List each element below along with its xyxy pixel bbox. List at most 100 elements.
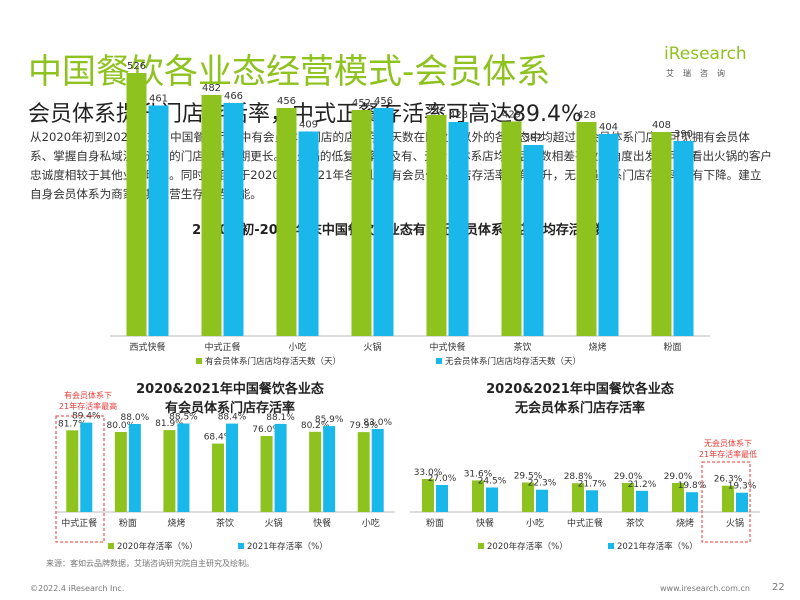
chart2-bar-a — [260, 436, 273, 512]
chart1-category-label: 中式快餐 — [429, 341, 465, 353]
chart2-legend-swatch — [108, 543, 114, 549]
chart3-data-label: 22.3% — [528, 479, 557, 489]
chart1-data-label: 428 — [449, 110, 468, 121]
chart1-bar-b — [523, 145, 544, 336]
page-subtitle: 会员体系提升门店存活率，中式正餐存活率可高达89.4% — [28, 102, 582, 127]
chart1-bar-b — [598, 134, 619, 336]
chart2-data-label: 88.4% — [218, 413, 247, 423]
chart2-data-label: 80.2% — [301, 421, 330, 431]
logo-sub: 艾瑞咨询 — [666, 69, 734, 78]
logo-brand: iResearch — [664, 44, 747, 64]
chart3-highlight-box — [701, 461, 751, 543]
chart3-data-label: 27.0% — [428, 474, 457, 484]
chart3-bar-b — [436, 485, 448, 512]
chart1-bar-b — [373, 108, 394, 336]
chart1-data-label: 456 — [374, 96, 393, 107]
chart1-category-label: 火锅 — [363, 342, 381, 353]
chart3-title-line2: 无会员体系门店存活率 — [514, 401, 645, 416]
chart2-bar-b — [177, 423, 190, 512]
chart1-data-label: 466 — [224, 91, 243, 102]
chart3-category-label: 烧烤 — [676, 517, 694, 529]
chart3-bar-a — [472, 480, 484, 512]
chart1-bar-a — [351, 110, 372, 336]
chart1-legend-swatch — [436, 358, 442, 364]
chart1-data-label: 390 — [674, 129, 693, 140]
chart2-bar-b — [274, 423, 287, 512]
chart1-category-label: 茶饮 — [513, 341, 531, 353]
chart1-bar-b — [673, 141, 694, 336]
chart3-data-label: 29.5% — [514, 472, 543, 482]
chart3-data-label: 19.3% — [728, 482, 757, 492]
chart3-bar-a — [672, 483, 684, 512]
chart2-data-label: 81.9% — [155, 419, 184, 429]
chart3-bar-b — [536, 489, 548, 512]
chart2-category-label: 小吃 — [362, 517, 380, 529]
chart2-data-label: 89.4% — [72, 412, 101, 422]
chart3-legend-label: 2020年存活率（%） — [487, 541, 568, 552]
page-number: 22 — [772, 582, 785, 593]
chart1-category-label: 烧烤 — [588, 341, 606, 353]
chart2-category-label: 快餐 — [313, 517, 331, 529]
chart2-data-label: 83.0% — [363, 418, 392, 428]
chart1-category-label: 小吃 — [288, 341, 306, 353]
chart1-data-label: 404 — [599, 122, 618, 133]
chart2-bar-a — [114, 432, 127, 512]
chart3-title-line1: 2020&2021年中国餐饮各业态 — [486, 382, 674, 397]
chart2-bar-b — [80, 422, 93, 512]
chart3-data-label: 19.8% — [678, 481, 707, 491]
chart3-data-label: 29.0% — [614, 472, 643, 482]
chart1-data-label: 409 — [299, 120, 318, 131]
chart3-data-label: 26.3% — [714, 475, 743, 485]
chart2-data-label: 88.5% — [169, 413, 198, 423]
chart1-bar-b — [298, 131, 319, 336]
chart3-category-label: 茶饮 — [626, 517, 644, 529]
chart3-callout-line1: 无会员体系下 — [704, 439, 752, 448]
chart3-data-label: 29.0% — [664, 472, 693, 482]
copyright: ©2022.4 iResearch Inc. — [30, 584, 125, 593]
chart2-legend-swatch — [238, 543, 244, 549]
chart1-bar-b — [223, 103, 244, 336]
chart2-data-label: 88.1% — [266, 413, 295, 423]
chart1-data-label: 456 — [277, 96, 296, 107]
chart1-legend-label: 无会员体系门店店均存活天数（天） — [445, 356, 581, 367]
chart3-legend-label: 2021年存活率（%） — [617, 541, 698, 552]
chart1-bar-a — [201, 95, 222, 336]
chart1-bar-a — [576, 122, 597, 336]
chart2-data-label: 85.9% — [315, 415, 344, 425]
chart1-data-label: 442 — [427, 103, 446, 114]
page-title: 中国餐饮各业态经营模式-会员体系 — [28, 52, 551, 92]
chart2-title-line2: 有会员体系门店存活率 — [164, 401, 295, 416]
chart2-bar-b — [371, 429, 384, 512]
chart1-data-label: 408 — [652, 120, 671, 131]
chart3-bar-a — [572, 483, 584, 512]
chart1-category-label: 西式快餐 — [129, 341, 165, 353]
chart3-bar-b — [736, 492, 748, 512]
chart3-category-label: 快餐 — [476, 517, 494, 529]
iresearch-logo: iResearch 艾瑞咨询 — [660, 42, 778, 94]
chart1-bar-a — [426, 115, 447, 336]
chart2-callout-line2: 21年存活率最高 — [58, 402, 118, 411]
chart3-legend-swatch — [608, 543, 614, 549]
chart2-legend-label: 2020年存活率（%） — [117, 541, 198, 552]
chart3-bar-a — [422, 479, 434, 512]
chart2-callout-line1: 有会员体系下 — [64, 391, 112, 400]
chart3-data-label: 21.7% — [578, 479, 607, 489]
chart1-bar-a — [651, 132, 672, 336]
chart3-callout-line2: 21年存活率最低 — [698, 450, 758, 459]
chart1-data-label: 526 — [127, 61, 146, 72]
chart3-bar-b — [686, 492, 698, 512]
chart1-bar-b — [448, 122, 469, 336]
chart1-legend-label: 有会员体系门店店均存活天数（天） — [205, 356, 341, 367]
chart2-callout: 有会员体系下 21年存活率最高 — [48, 390, 128, 412]
chart2-bar-a — [66, 430, 79, 512]
chart3-data-label: 31.6% — [464, 469, 493, 479]
chart1-bar-a — [276, 108, 297, 336]
chart2-data-label: 76.0% — [252, 425, 281, 435]
chart2-title-line1: 2020&2021年中国餐饮各业态 — [136, 382, 324, 397]
chart2-category-label: 茶饮 — [216, 517, 234, 529]
chart1-category-label: 粉面 — [663, 341, 681, 353]
chart3-legend-swatch — [478, 543, 484, 549]
chart1-data-label: 428 — [577, 110, 596, 121]
chart3-bar-a — [722, 485, 734, 512]
